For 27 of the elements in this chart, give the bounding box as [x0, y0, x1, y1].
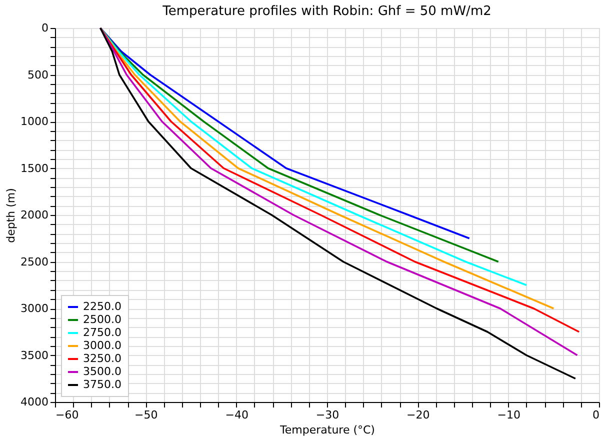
x-tick-label: −60 [56, 408, 79, 422]
legend-label: 3750.0 [83, 378, 122, 391]
legend-label: 2250.0 [83, 300, 122, 313]
x-tick-label: −50 [134, 408, 158, 422]
legend-label: 3500.0 [83, 365, 122, 378]
chart-title: Temperature profiles with Robin: Ghf = 50 mW/m2 [162, 4, 492, 19]
x-tick-label: −30 [316, 408, 340, 422]
y-tick-label: 500 [28, 68, 48, 82]
y-tick-label: 4000 [20, 396, 48, 408]
x-tick-label: −10 [497, 408, 520, 422]
y-tick-label: 2000 [20, 208, 48, 222]
x-tick-label: 0 [592, 408, 600, 422]
line-series [99, 27, 470, 240]
legend-label: 2750.0 [83, 326, 122, 339]
x-tick-label: −20 [406, 408, 430, 422]
x-tick-label: −40 [225, 408, 248, 422]
legend-label: 3000.0 [83, 339, 122, 352]
legend-label: 3250.0 [83, 352, 122, 365]
legend-label: 2500.0 [83, 313, 122, 326]
y-axis-title: depth (m) [4, 188, 18, 243]
y-tick-label: 3000 [20, 302, 48, 315]
y-tick-label: 1500 [20, 162, 48, 175]
y-tick-label: 3500 [20, 348, 48, 362]
y-tick-label: 0 [42, 22, 48, 34]
y-tick-label: 2500 [20, 255, 48, 268]
y-tick-label: 1000 [20, 115, 48, 128]
x-axis-title: Temperature (°C) [279, 424, 375, 436]
